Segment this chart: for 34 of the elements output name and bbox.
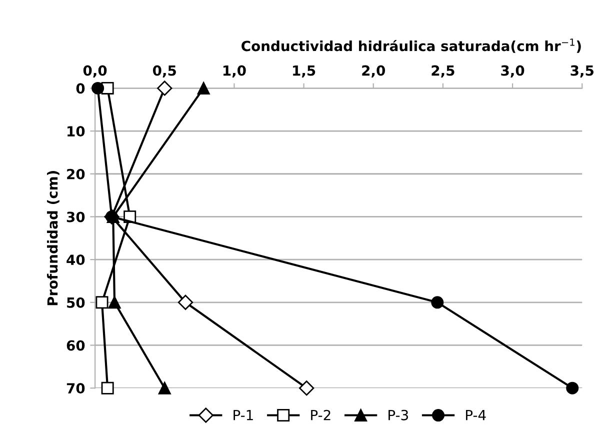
x-tick-label: 1,5 bbox=[293, 65, 316, 78]
y-axis-title: Profundidad (cm) bbox=[46, 171, 60, 306]
point bbox=[158, 382, 171, 394]
y-tick-label: 0 bbox=[76, 83, 85, 94]
legend-label: P-4 bbox=[466, 410, 486, 420]
x-tick-label: 1,0 bbox=[223, 65, 246, 78]
legend-label: P-3 bbox=[388, 410, 408, 420]
point bbox=[101, 382, 114, 394]
point bbox=[566, 382, 579, 394]
y-tick-label: 20 bbox=[67, 168, 85, 180]
x-tick-label: 0,0 bbox=[83, 65, 107, 78]
legend-label: P-2 bbox=[311, 410, 330, 420]
point bbox=[96, 296, 108, 309]
y-tick-label: 30 bbox=[66, 212, 85, 222]
point bbox=[197, 82, 210, 94]
point bbox=[101, 82, 114, 94]
legend-label: P-1 bbox=[234, 410, 253, 420]
x-tick-label: 2,5 bbox=[432, 65, 454, 78]
y-tick-label: 10 bbox=[68, 126, 85, 137]
point bbox=[157, 80, 172, 96]
x-tick-label: 0,5 bbox=[152, 65, 176, 78]
y-tick-label: 50 bbox=[67, 297, 85, 308]
x-tick-label: 3,0 bbox=[501, 65, 524, 78]
y-tick-label: 40 bbox=[66, 254, 85, 266]
x-tick-label: 3,5 bbox=[570, 65, 594, 78]
point bbox=[108, 296, 121, 309]
x-tick-label: 2,0 bbox=[362, 65, 386, 78]
point bbox=[299, 380, 314, 396]
point bbox=[92, 82, 104, 94]
y-tick-label: 60 bbox=[66, 340, 85, 351]
y-tick-label: 70 bbox=[66, 383, 85, 394]
x-axis-title: Conductividad hidráulica saturada(cm hr$^{−1}$) bbox=[242, 38, 581, 53]
point bbox=[178, 294, 194, 310]
point bbox=[431, 296, 444, 309]
